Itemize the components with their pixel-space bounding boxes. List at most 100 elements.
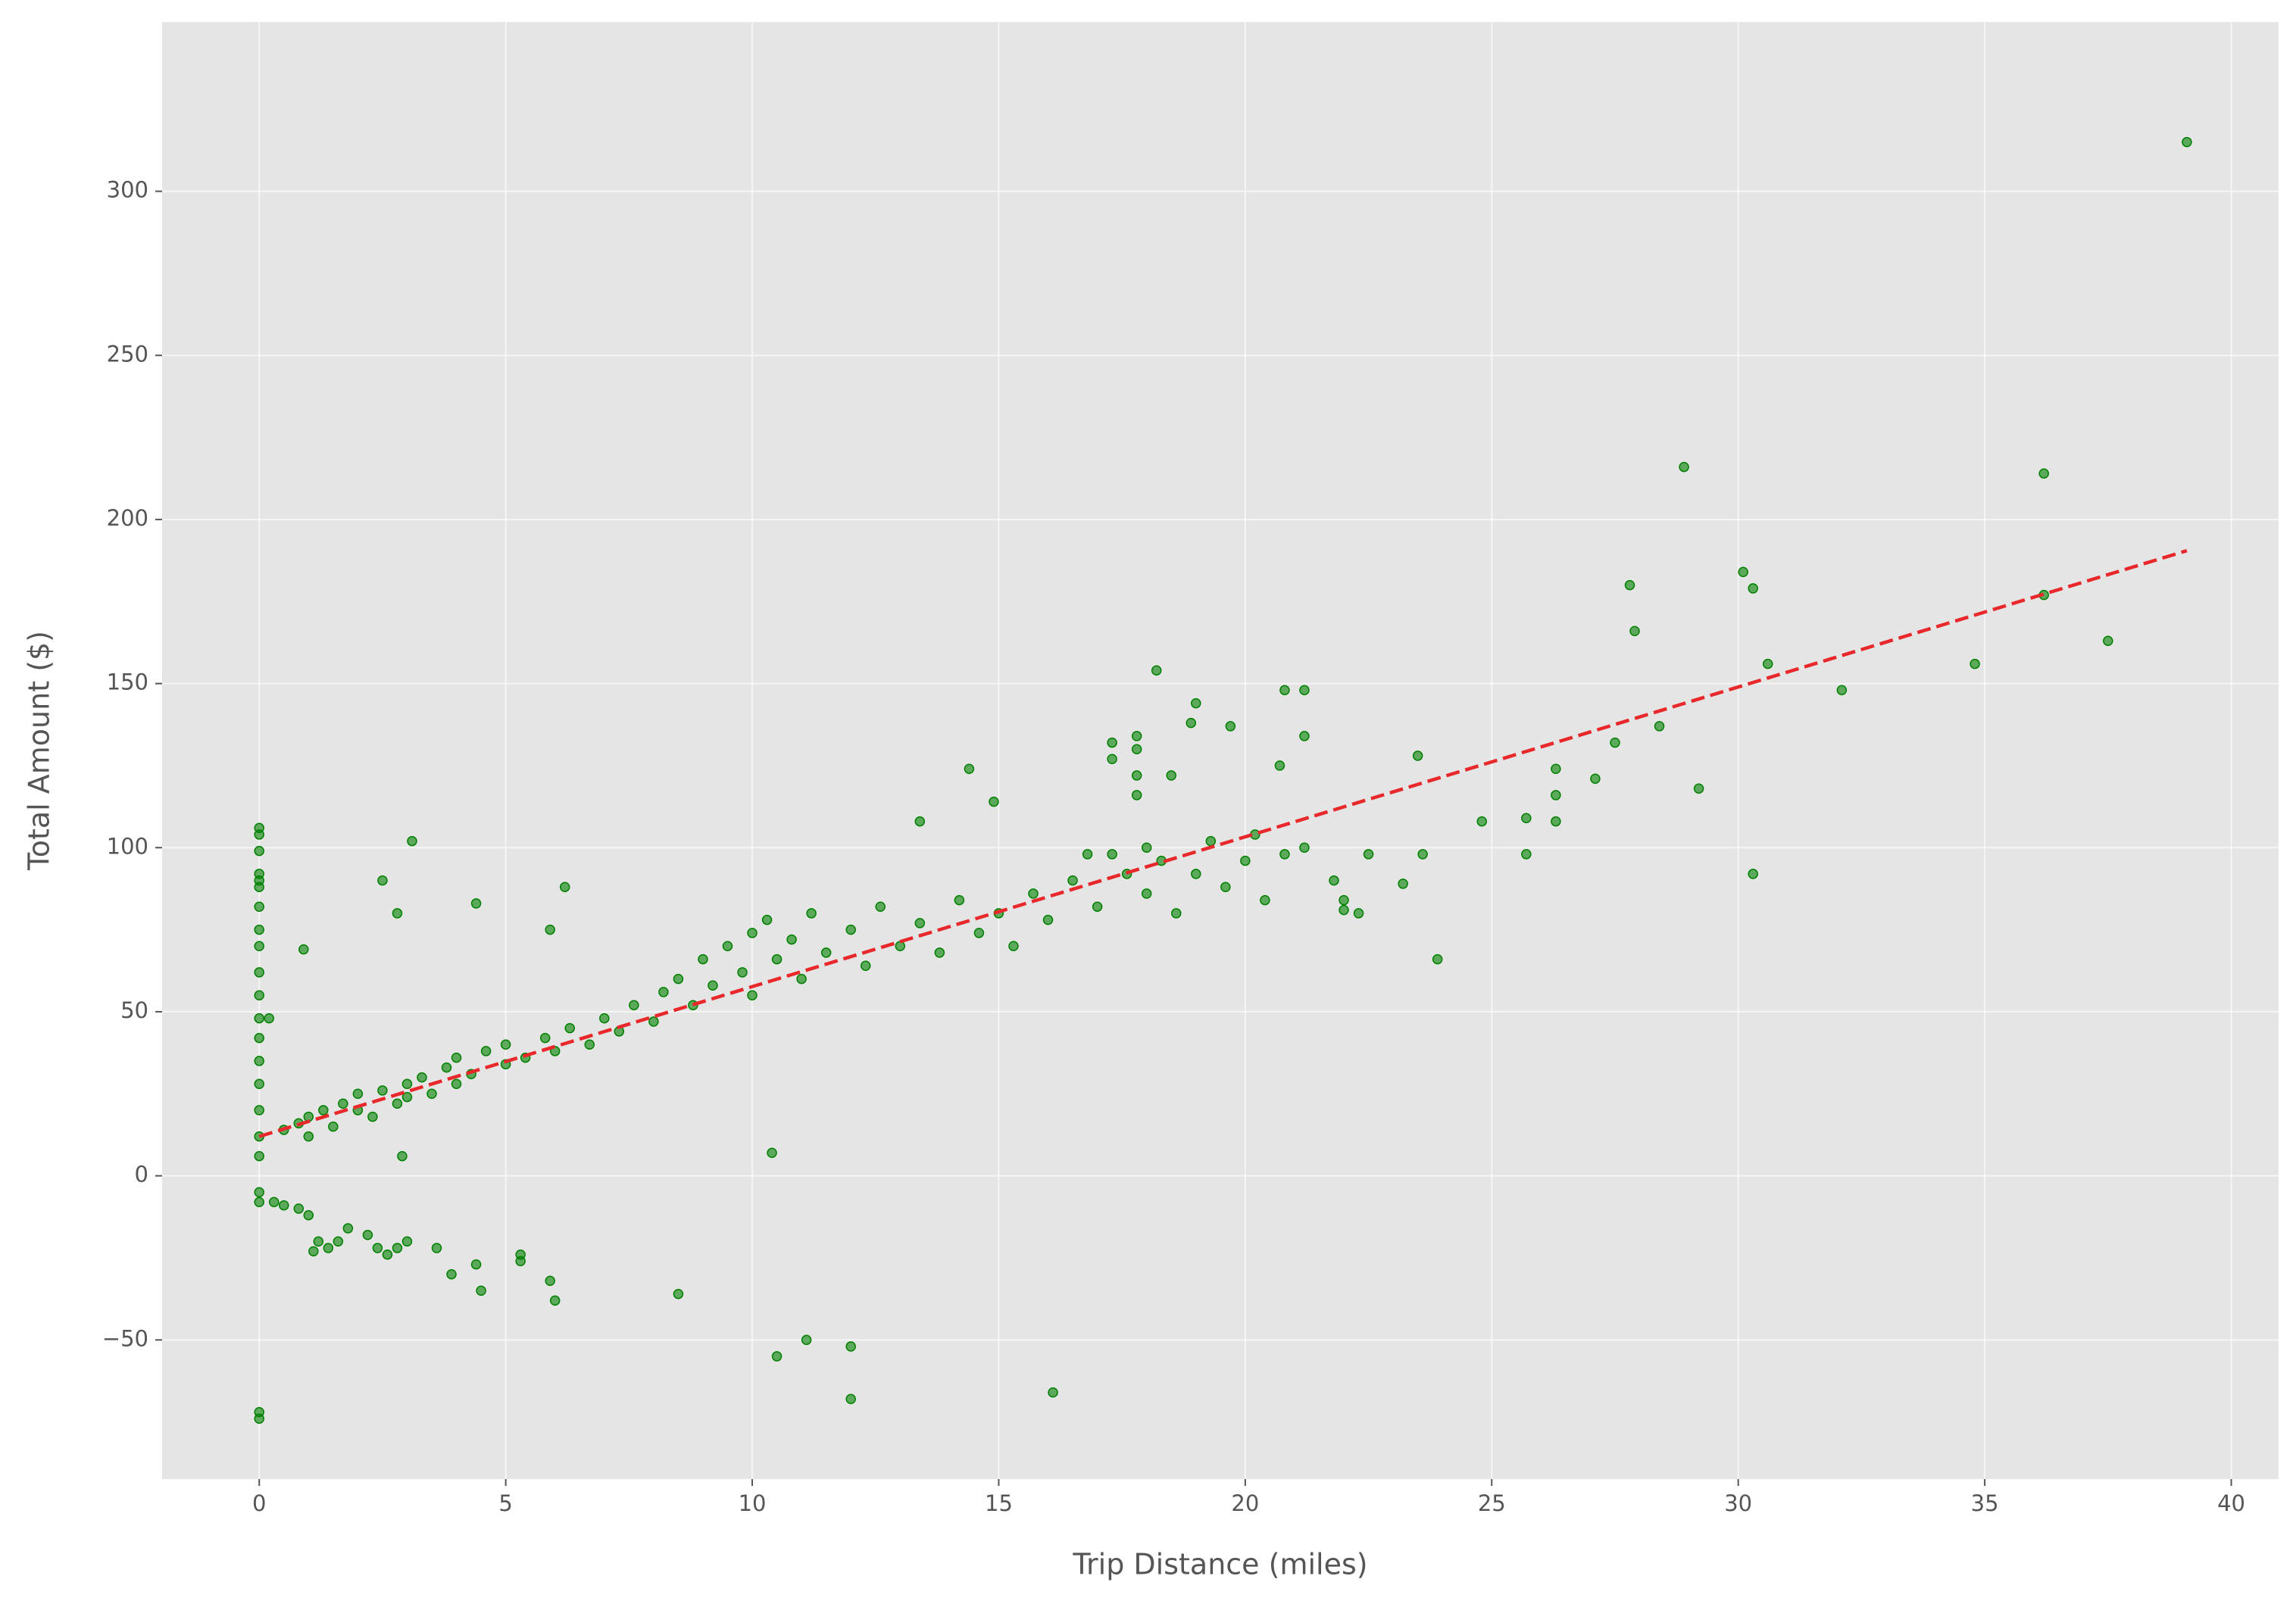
point — [1339, 904, 1349, 916]
point — [973, 928, 985, 938]
point — [515, 1256, 526, 1267]
point — [1762, 658, 1773, 669]
point — [771, 1351, 783, 1362]
y-axis-label: Total Amount ($) — [23, 631, 56, 871]
point — [1082, 849, 1093, 860]
point — [1171, 908, 1182, 919]
point — [362, 1229, 373, 1241]
x-tick-label: 30 — [1724, 1490, 1752, 1516]
point — [1092, 901, 1103, 913]
y-tick-label: 200 — [107, 505, 148, 531]
point — [480, 1046, 492, 1056]
point — [1141, 888, 1152, 899]
point — [254, 882, 264, 893]
point — [584, 1039, 595, 1050]
point — [559, 882, 570, 893]
point — [964, 763, 975, 775]
point — [254, 1032, 264, 1044]
point — [298, 944, 309, 955]
point — [254, 1013, 264, 1024]
y-tick-label: 50 — [120, 997, 148, 1023]
point — [1151, 665, 1162, 676]
point — [308, 1246, 319, 1257]
point — [2182, 136, 2192, 148]
point — [673, 1288, 684, 1300]
point — [1339, 894, 1349, 906]
point — [1748, 583, 1758, 594]
point — [1240, 855, 1251, 866]
point — [1185, 717, 1197, 729]
point — [708, 980, 718, 991]
point — [1299, 685, 1310, 696]
point — [801, 1334, 812, 1346]
point — [401, 1091, 413, 1103]
point — [761, 914, 773, 925]
point — [1417, 849, 1428, 860]
point — [599, 1013, 610, 1024]
point — [1260, 894, 1270, 906]
point — [989, 796, 999, 807]
trend-line — [258, 548, 2188, 1138]
point — [1131, 790, 1142, 800]
point — [1551, 790, 1561, 800]
point — [392, 908, 403, 919]
point — [1738, 566, 1748, 578]
point — [254, 829, 264, 840]
x-tick-label: 40 — [2217, 1490, 2245, 1516]
point — [401, 1236, 413, 1247]
point — [1131, 744, 1142, 755]
point — [1679, 461, 1689, 473]
y-tick-label: −50 — [102, 1325, 148, 1351]
point — [254, 1197, 264, 1208]
point — [446, 1269, 457, 1280]
point — [1970, 658, 1980, 669]
point — [875, 901, 886, 913]
point — [1299, 731, 1310, 741]
x-tick-label: 20 — [1231, 1490, 1259, 1516]
y-tick-label: 250 — [107, 341, 148, 367]
point — [254, 1413, 264, 1425]
point — [1028, 888, 1039, 899]
point — [417, 1072, 427, 1083]
point — [549, 1295, 561, 1306]
point — [2103, 635, 2113, 647]
point — [539, 1032, 551, 1044]
point — [451, 1078, 462, 1090]
point — [914, 918, 926, 928]
point — [500, 1039, 511, 1050]
point — [1836, 685, 1848, 696]
point — [342, 1223, 354, 1234]
x-tick-label: 10 — [739, 1490, 767, 1516]
point — [1476, 816, 1488, 827]
point — [303, 1209, 314, 1221]
point — [845, 1341, 856, 1352]
point — [845, 924, 856, 935]
point — [1353, 908, 1364, 919]
point — [954, 894, 965, 906]
point — [254, 941, 264, 952]
point — [914, 816, 926, 827]
point — [2038, 468, 2049, 479]
point — [254, 1056, 264, 1066]
point — [1521, 813, 1532, 824]
point — [786, 934, 797, 945]
point — [293, 1203, 305, 1214]
point — [1279, 849, 1290, 860]
point — [860, 960, 871, 972]
point — [1042, 914, 1054, 925]
point — [328, 1121, 339, 1132]
point — [771, 953, 783, 965]
point — [673, 973, 684, 985]
point — [1748, 869, 1758, 879]
point — [629, 1000, 639, 1011]
point — [254, 1078, 264, 1090]
point — [1191, 869, 1201, 879]
point — [1141, 842, 1152, 854]
x-tick-label: 35 — [1971, 1490, 1999, 1516]
point — [648, 1016, 659, 1027]
point — [1551, 816, 1561, 827]
point — [845, 1393, 856, 1405]
point — [1610, 737, 1620, 748]
point — [407, 835, 417, 847]
